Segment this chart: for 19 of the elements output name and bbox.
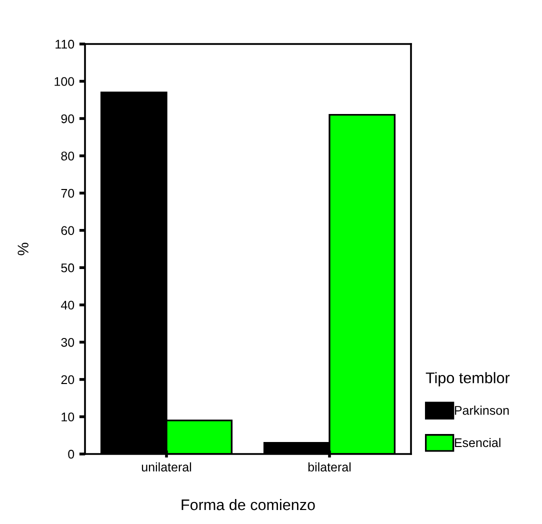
legend-title: Tipo temblor	[426, 372, 510, 386]
y-tick-label: 10	[62, 412, 74, 422]
y-tick-label: 100	[54, 77, 74, 86]
x-tick-label: bilateral	[308, 462, 351, 472]
y-tick-label: 30	[61, 338, 74, 347]
y-tick-label: 70	[61, 188, 74, 198]
y-tick-label: 110	[56, 40, 74, 49]
y-tick-label: 60	[61, 226, 74, 236]
y-tick-label: 50	[61, 263, 74, 272]
y-tick-label: 0	[68, 450, 74, 459]
legend-label: Esencial	[454, 438, 500, 448]
y-tick-label: 90	[61, 114, 74, 124]
x-tick-label: unilateral	[142, 462, 192, 472]
legend-label: Parkinson	[454, 406, 509, 415]
y-axis-title: %	[18, 242, 28, 256]
y-tick-label: 40	[60, 300, 74, 310]
y-tick-label: 80	[61, 152, 74, 160]
y-tick-label: 20	[61, 375, 74, 384]
x-axis-title: Forma de comienzo	[182, 498, 315, 510]
